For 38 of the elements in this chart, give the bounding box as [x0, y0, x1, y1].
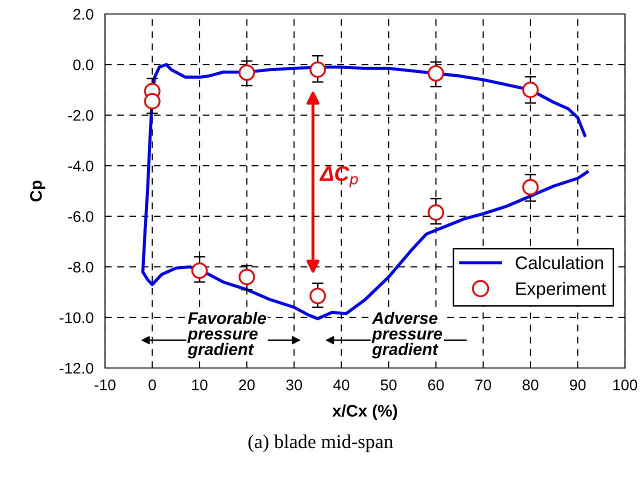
- y-tick-label: -2.0: [68, 110, 94, 121]
- y-tick-label: 0.0: [73, 59, 94, 70]
- x-tick-label: 100: [613, 380, 638, 390]
- x-axis-title: x/Cx (%): [332, 404, 398, 420]
- point: [144, 93, 160, 110]
- x-tick-label: 80: [522, 380, 538, 390]
- point: [522, 179, 539, 196]
- annotation: ΔC$_{p}$: [319, 166, 358, 188]
- point: [428, 204, 444, 221]
- point: [310, 288, 326, 304]
- x-tick-label: 20: [239, 380, 255, 390]
- x-tick-label: 60: [428, 380, 444, 390]
- y-tick-label: -8.0: [68, 262, 94, 273]
- point: [428, 65, 444, 82]
- annotation: Favorable pressure gradient: [187, 312, 266, 358]
- x-tick-label: 30: [286, 380, 302, 390]
- point: [191, 262, 208, 279]
- x-tick-label: 0: [148, 380, 156, 390]
- point: [310, 61, 326, 78]
- y-tick-label: -4.0: [68, 160, 94, 172]
- legend-label: Calculation: [516, 256, 603, 270]
- point: [522, 82, 539, 98]
- text: (a) blade mid-span: [248, 434, 394, 452]
- point: [238, 64, 256, 81]
- y-tick-label: -6.0: [68, 211, 94, 222]
- x-tick-label: 40: [333, 380, 350, 390]
- x-tick-label: 90: [570, 380, 586, 390]
- point: [238, 268, 256, 286]
- y-tick-label: -10.0: [60, 312, 94, 324]
- x-tick-label: -10: [94, 380, 116, 390]
- x-tick-label: 50: [380, 380, 397, 390]
- x-tick-label: 10: [192, 380, 208, 390]
- legend-label: Experiment: [516, 282, 606, 299]
- y-tick-label: 2.0: [73, 8, 94, 20]
- y-tick-label: -12.0: [60, 362, 94, 374]
- x-tick-label: 70: [475, 380, 492, 390]
- y-axis-title: Cp: [30, 180, 46, 202]
- annotation: Adverse pressure gradient: [372, 312, 442, 358]
